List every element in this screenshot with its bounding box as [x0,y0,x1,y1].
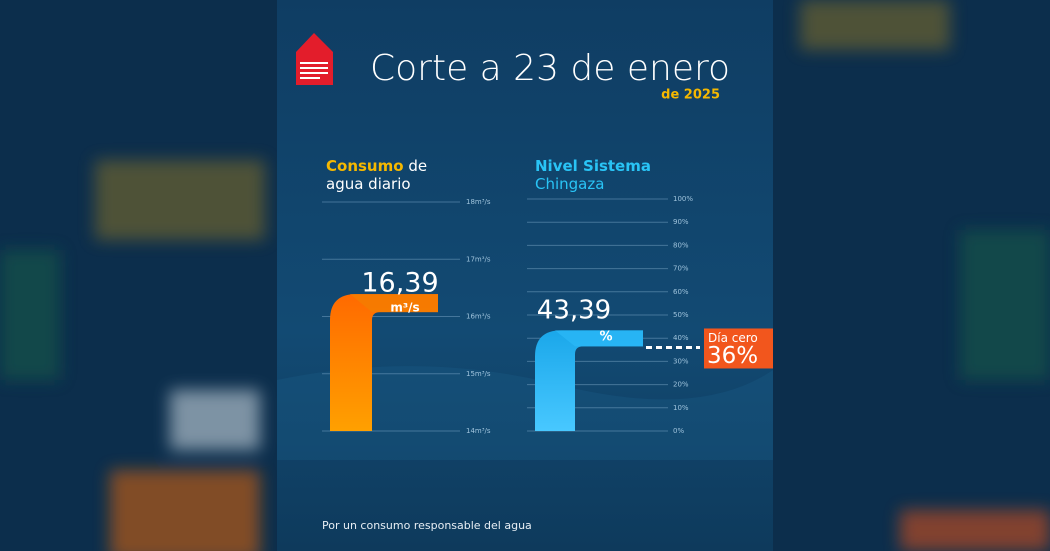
unit-label: % [599,330,612,345]
subtitle: de 2025 [661,88,720,103]
pipe-bar [330,294,438,431]
day-zero-box [704,328,773,369]
chart-title: Nivel Sistema Chingaza [535,157,660,193]
y-tick-label: 0% [673,427,684,435]
title-bold: Nivel Sistema [535,157,651,175]
wave [277,366,773,460]
unit-label: m³/s [390,301,419,315]
title-rest: de agua diario [326,157,428,193]
pipe-arm [555,330,643,347]
y-tick-label: 14m³/s [466,427,491,435]
title-bold: Consumo [326,157,404,175]
y-tick-label: 15m³/s [466,370,491,378]
y-tick-label: 10% [673,404,689,412]
y-tick-label: 30% [673,357,689,365]
logo [296,33,333,85]
footer: Por un consumo responsable del agua [322,519,532,532]
y-tick-label: 20% [673,381,689,389]
y-tick-label: 100% [673,195,693,203]
y-tick-label: 50% [673,311,689,319]
value-label: 16,39 [361,268,438,299]
y-tick-label: 90% [673,218,689,226]
title: Corte a 23 de enero [370,48,730,89]
pipe-arm [350,294,438,313]
value-label: 43,39 [537,296,611,326]
y-tick-label: 60% [673,288,689,296]
day-zero-value: 36% [707,343,758,369]
y-tick-label: 18m³/s [466,198,491,206]
y-tick-label: 70% [673,265,689,273]
y-tick-label: 80% [673,241,689,249]
y-tick-label: 17m³/s [466,255,491,263]
chart-title: Consumo de agua diario [326,157,451,193]
y-tick-label: 40% [673,334,689,342]
day-zero-label: Día cero [708,331,758,345]
y-tick-label: 16m³/s [466,313,491,321]
pipe-bar [535,330,643,431]
title-rest: Chingaza [535,175,605,193]
panel [277,0,773,551]
